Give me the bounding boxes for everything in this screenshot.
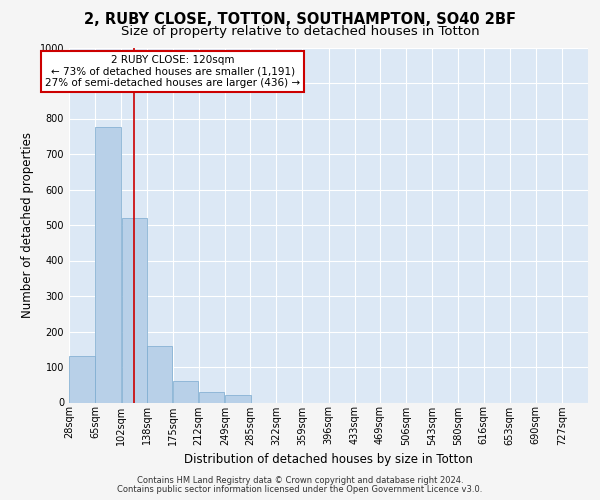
Text: 2 RUBY CLOSE: 120sqm
← 73% of detached houses are smaller (1,191)
27% of semi-de: 2 RUBY CLOSE: 120sqm ← 73% of detached h…	[45, 55, 300, 88]
X-axis label: Distribution of detached houses by size in Totton: Distribution of detached houses by size …	[184, 453, 473, 466]
Bar	[225, 396, 251, 402]
Bar	[199, 392, 224, 402]
Bar	[95, 128, 121, 402]
Text: 2, RUBY CLOSE, TOTTON, SOUTHAMPTON, SO40 2BF: 2, RUBY CLOSE, TOTTON, SOUTHAMPTON, SO40…	[84, 12, 516, 28]
Text: Contains public sector information licensed under the Open Government Licence v3: Contains public sector information licen…	[118, 485, 482, 494]
Bar	[173, 381, 199, 402]
Text: Contains HM Land Registry data © Crown copyright and database right 2024.: Contains HM Land Registry data © Crown c…	[137, 476, 463, 485]
Y-axis label: Number of detached properties: Number of detached properties	[21, 132, 34, 318]
Text: Size of property relative to detached houses in Totton: Size of property relative to detached ho…	[121, 25, 479, 38]
Bar	[70, 356, 95, 403]
Bar	[122, 218, 147, 402]
Bar	[147, 346, 172, 403]
